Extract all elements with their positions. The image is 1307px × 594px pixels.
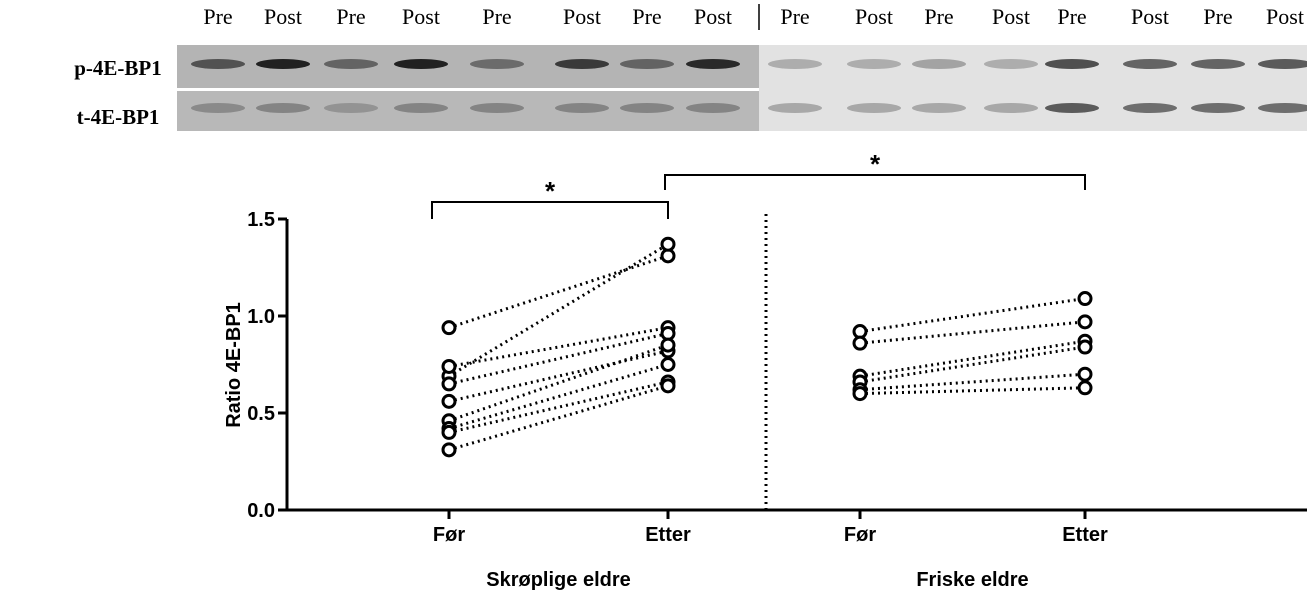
row-label: t-4E-BP1 — [77, 105, 160, 129]
y-axis-title: Ratio 4E-BP1 — [223, 302, 245, 428]
blot-band — [686, 59, 740, 69]
blot-row — [759, 45, 1307, 131]
point — [443, 444, 455, 456]
lane-label: Pre — [780, 4, 809, 29]
blot-band — [394, 59, 448, 69]
pair-line — [449, 328, 668, 367]
lane-label: Post — [1266, 4, 1304, 29]
x-tick-label: Etter — [645, 524, 691, 546]
blot-band — [555, 59, 609, 69]
blot-band — [768, 103, 822, 113]
blot-band — [912, 59, 966, 69]
blot-band — [470, 103, 524, 113]
blot-band — [1123, 59, 1177, 69]
lane-label: Post — [694, 4, 732, 29]
blot-band — [324, 59, 378, 69]
pair-line — [449, 256, 668, 328]
blot-band — [984, 103, 1038, 113]
blot-band — [686, 103, 740, 113]
blot-band — [1191, 103, 1245, 113]
point — [662, 238, 674, 250]
pair-line — [449, 244, 668, 376]
pair-line — [860, 374, 1085, 390]
x-tick-label: Før — [433, 524, 465, 546]
x-tick-label: Etter — [1062, 524, 1108, 546]
blot-band — [555, 103, 609, 113]
pair-line — [860, 341, 1085, 376]
pair-line — [860, 388, 1085, 394]
blot-band — [470, 59, 524, 69]
pair-line — [860, 322, 1085, 343]
group-label: Friske eldre — [916, 569, 1028, 591]
point — [1079, 341, 1091, 353]
blot-band — [256, 59, 310, 69]
lane-label: Post — [992, 4, 1030, 29]
blot-band — [394, 103, 448, 113]
y-tick-label: 0.0 — [247, 500, 275, 522]
pair-line — [860, 347, 1085, 382]
point — [1079, 293, 1091, 305]
y-tick-label: 1.0 — [247, 306, 275, 328]
blot-band — [847, 59, 901, 69]
lane-label: Pre — [1057, 4, 1086, 29]
point — [662, 359, 674, 371]
significance-label: * — [545, 176, 556, 206]
blot-band — [191, 103, 245, 113]
point — [443, 378, 455, 390]
point — [854, 388, 866, 400]
blot-band — [1045, 103, 1099, 113]
row-label: p-4E-BP1 — [74, 56, 162, 80]
blot-band — [847, 103, 901, 113]
lane-label: Post — [402, 4, 440, 29]
blot-band — [768, 59, 822, 69]
blot-band — [620, 59, 674, 69]
x-tick-label: Før — [844, 524, 876, 546]
lane-label: Pre — [203, 4, 232, 29]
lane-label: Post — [563, 4, 601, 29]
blot-band — [1191, 59, 1245, 69]
point — [443, 395, 455, 407]
point — [443, 322, 455, 334]
group-label: Skrøplige eldre — [486, 569, 631, 591]
blot-band — [191, 59, 245, 69]
pair-line — [449, 333, 668, 383]
y-tick-label: 0.5 — [247, 403, 275, 425]
blot-band — [1045, 59, 1099, 69]
pair-line — [449, 345, 668, 421]
lane-label: Post — [1131, 4, 1169, 29]
point — [1079, 382, 1091, 394]
pair-line — [449, 382, 668, 432]
blot-band — [912, 103, 966, 113]
figure: p-4E-BP1 t-4E-BP1 Ratio 4E-BP1 Pre Post Pr… — [0, 0, 1307, 594]
lane-label: Pre — [924, 4, 953, 29]
point — [662, 380, 674, 392]
point — [1079, 316, 1091, 328]
lane-label: Pre — [632, 4, 661, 29]
lane-label: Post — [855, 4, 893, 29]
blot-band — [1123, 103, 1177, 113]
point — [443, 360, 455, 372]
blot-band — [324, 103, 378, 113]
blot-band — [256, 103, 310, 113]
pair-line — [860, 299, 1085, 332]
lane-label: Pre — [336, 4, 365, 29]
point — [662, 339, 674, 351]
point — [1079, 368, 1091, 380]
blot-band — [620, 103, 674, 113]
lane-label: Pre — [482, 4, 511, 29]
y-tick-label: 1.5 — [247, 209, 275, 231]
blot-band — [984, 59, 1038, 69]
lane-label: Pre — [1203, 4, 1232, 29]
point — [854, 337, 866, 349]
significance-label: * — [870, 149, 881, 179]
point — [443, 426, 455, 438]
lane-label: Post — [264, 4, 302, 29]
pair-line — [449, 351, 668, 401]
